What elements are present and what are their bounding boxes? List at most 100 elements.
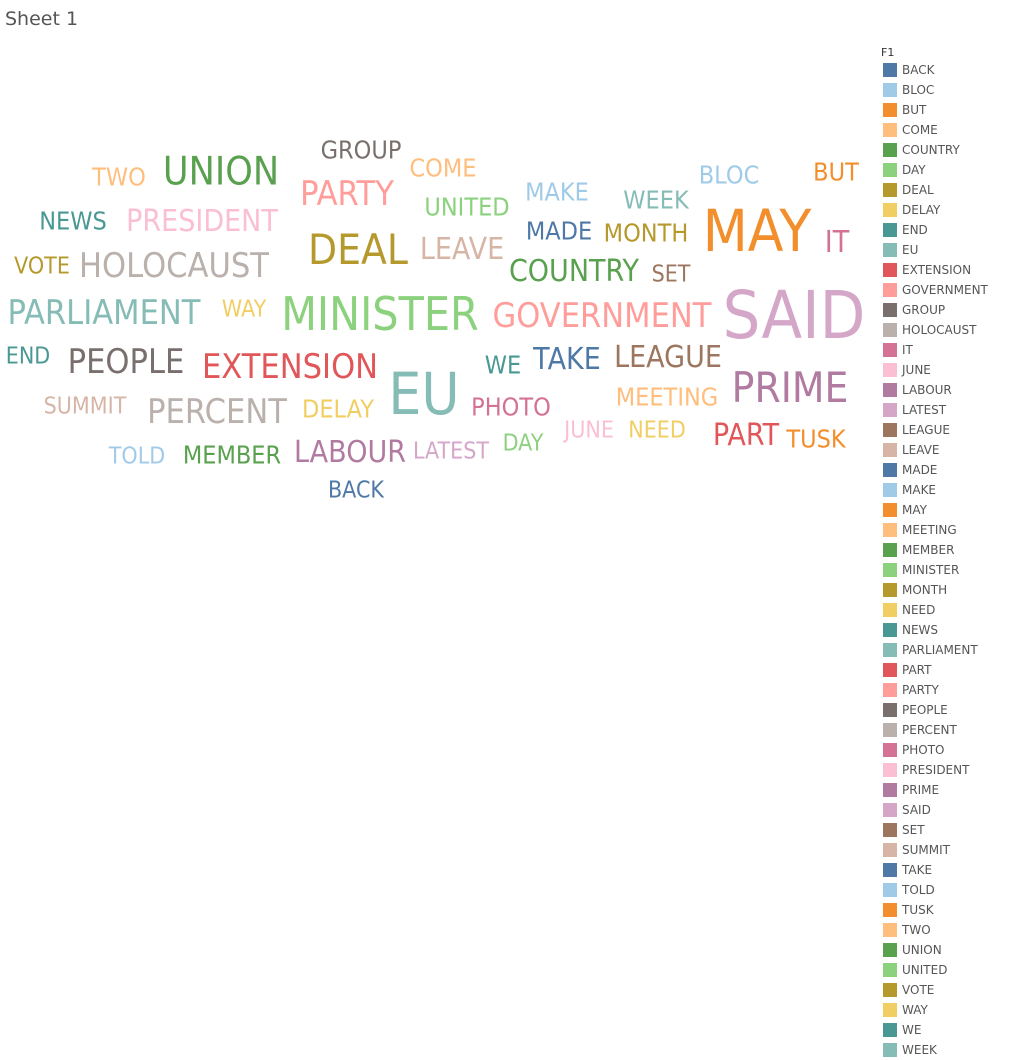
legend-item-country[interactable]: COUNTRY [881,140,1016,160]
legend-swatch [883,283,897,297]
legend-item-parliament[interactable]: PARLIAMENT [881,640,1016,660]
legend-label: PART [902,663,932,677]
legend-item-week[interactable]: WEEK [881,1040,1016,1060]
legend-item-way[interactable]: WAY [881,1000,1016,1020]
legend-item-day[interactable]: DAY [881,160,1016,180]
legend-swatch [883,303,897,317]
word-june: JUNE [564,417,614,444]
legend-item-two[interactable]: TWO [881,920,1016,940]
word-may: MAY [702,197,812,265]
legend-item-eu[interactable]: EU [881,240,1016,260]
legend-label: JUNE [902,363,931,377]
word-labour: LABOUR [294,435,406,470]
word-need: NEED [628,417,686,444]
legend-swatch [883,743,897,757]
legend-swatch [883,883,897,897]
legend-item-tusk[interactable]: TUSK [881,900,1016,920]
legend-label: MAKE [902,483,937,497]
legend-item-union[interactable]: UNION [881,940,1016,960]
legend-swatch [883,543,897,557]
legend-swatch [883,563,897,577]
legend-item-deal[interactable]: DEAL [881,180,1016,200]
legend-item-june[interactable]: JUNE [881,360,1016,380]
legend-item-set[interactable]: SET [881,820,1016,840]
word-prime: PRIME [731,363,849,412]
legend-swatch [883,83,897,97]
legend-item-said[interactable]: SAID [881,800,1016,820]
legend-item-president[interactable]: PRESIDENT [881,760,1016,780]
word-end: END [5,343,51,370]
word-take: TAKE [533,342,601,377]
word-tusk: TUSK [786,424,846,454]
legend-item-meeting[interactable]: MEETING [881,520,1016,540]
word-extension: EXTENSION [201,347,379,387]
legend-label: NEED [902,603,936,617]
legend-label: PARTY [902,683,939,697]
legend-item-leave[interactable]: LEAVE [881,440,1016,460]
legend-item-told[interactable]: TOLD [881,880,1016,900]
legend-label: WEEK [902,1043,937,1057]
legend-item-holocaust[interactable]: HOLOCAUST [881,320,1016,340]
legend-label: EU [902,243,919,257]
legend-item-league[interactable]: LEAGUE [881,420,1016,440]
legend-item-member[interactable]: MEMBER [881,540,1016,560]
word-deal: DEAL [308,225,408,274]
legend-swatch [883,1043,897,1057]
word-made: MADE [525,216,593,246]
legend-item-delay[interactable]: DELAY [881,200,1016,220]
word-meeting: MEETING [615,382,719,412]
legend-item-united[interactable]: UNITED [881,960,1016,980]
legend-swatch [883,223,897,237]
legend-item-summit[interactable]: SUMMIT [881,840,1016,860]
legend-item-we[interactable]: WE [881,1020,1016,1040]
legend-swatch [883,103,897,117]
word-party: PARTY [300,174,394,214]
legend-item-bloc[interactable]: BLOC [881,80,1016,100]
legend-item-party[interactable]: PARTY [881,680,1016,700]
legend-item-month[interactable]: MONTH [881,580,1016,600]
legend-swatch [883,463,897,477]
legend-swatch [883,1003,897,1017]
legend-item-part[interactable]: PART [881,660,1016,680]
legend-item-photo[interactable]: PHOTO [881,740,1016,760]
word-latest: LATEST [412,438,490,465]
legend-label: PEOPLE [902,703,948,717]
legend-item-minister[interactable]: MINISTER [881,560,1016,580]
word-way: WAY [221,296,267,323]
legend-label: MEETING [902,523,957,537]
legend-item-extension[interactable]: EXTENSION [881,260,1016,280]
legend-swatch [883,703,897,717]
legend-swatch [883,663,897,677]
legend-item-back[interactable]: BACK [881,60,1016,80]
legend-item-percent[interactable]: PERCENT [881,720,1016,740]
legend-item-it[interactable]: IT [881,340,1016,360]
word-month: MONTH [603,218,689,248]
legend-swatch [883,523,897,537]
word-eu: EU [388,360,460,428]
legend-item-people[interactable]: PEOPLE [881,700,1016,720]
legend-swatch [883,583,897,597]
legend-item-labour[interactable]: LABOUR [881,380,1016,400]
word-two: TWO [92,162,146,192]
legend-item-take[interactable]: TAKE [881,860,1016,880]
legend-label: TUSK [902,903,934,917]
legend-item-may[interactable]: MAY [881,500,1016,520]
legend-label: PHOTO [902,743,945,757]
legend-item-vote[interactable]: VOTE [881,980,1016,1000]
legend-item-latest[interactable]: LATEST [881,400,1016,420]
legend-item-made[interactable]: MADE [881,460,1016,480]
legend-swatch [883,403,897,417]
legend-item-end[interactable]: END [881,220,1016,240]
legend-swatch [883,903,897,917]
legend-item-need[interactable]: NEED [881,600,1016,620]
legend-item-come[interactable]: COME [881,120,1016,140]
legend-item-make[interactable]: MAKE [881,480,1016,500]
legend-item-but[interactable]: BUT [881,100,1016,120]
legend-label: SET [902,823,925,837]
legend-item-prime[interactable]: PRIME [881,780,1016,800]
legend-item-news[interactable]: NEWS [881,620,1016,640]
legend-label: LABOUR [902,383,952,397]
word-union: UNION [162,149,280,195]
legend-item-government[interactable]: GOVERNMENT [881,280,1016,300]
legend-item-group[interactable]: GROUP [881,300,1016,320]
